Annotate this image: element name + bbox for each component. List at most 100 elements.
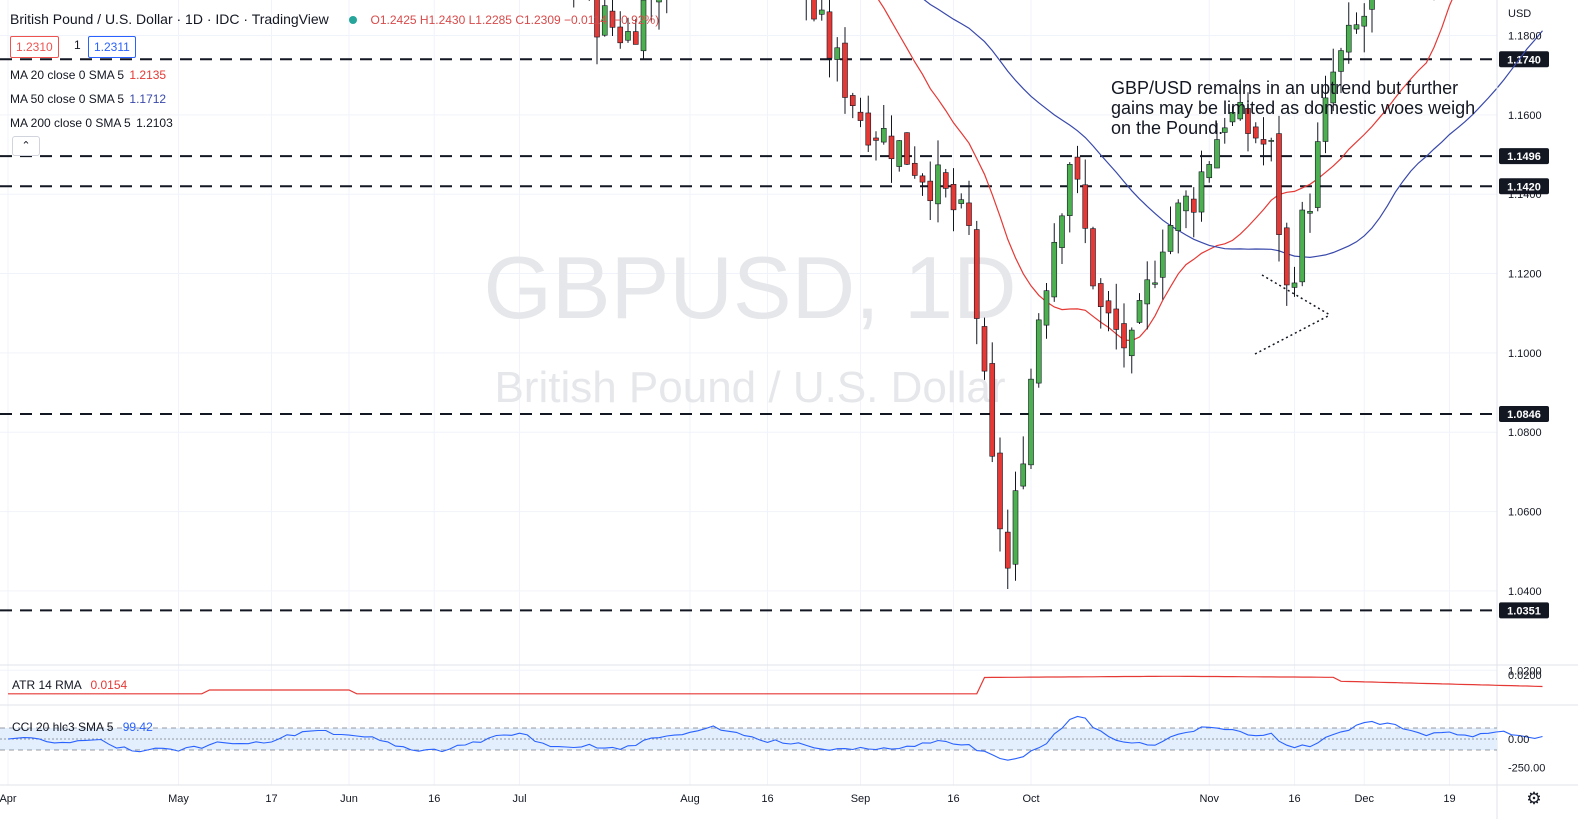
candle-up [1307, 211, 1313, 214]
level-badge [1499, 405, 1549, 422]
candle-up [1043, 290, 1050, 326]
grid [0, 0, 1497, 785]
y-tick-label: 1.1800 [1508, 31, 1542, 43]
cci-value: 99.42 [122, 720, 153, 734]
candle-down [873, 137, 879, 141]
candle-up [935, 164, 941, 205]
x-tick-label: Jul [512, 793, 526, 805]
candles [573, 0, 1435, 589]
x-tick-label: Aug [680, 793, 700, 805]
candle-up [1330, 71, 1337, 104]
candle-up [1144, 279, 1151, 305]
ma200-label: MA 200 close 0 SMA 5 [10, 116, 131, 130]
collapse-legend-icon[interactable]: ⌃ [12, 136, 40, 156]
cci-line [7, 715, 1543, 761]
candle-down [617, 26, 624, 44]
level-label: 1.0351 [1507, 605, 1541, 617]
level-label: 1.1420 [1507, 181, 1541, 193]
buy-button[interactable]: 1.2311 [88, 36, 136, 58]
candle-up [1198, 171, 1205, 213]
ma50-legend[interactable]: MA 50 close 0 SMA 5 1.1712 [10, 92, 166, 106]
candle-up [1167, 225, 1174, 252]
candle-up [1128, 329, 1135, 357]
ma20-label: MA 20 close 0 SMA 5 [10, 68, 125, 82]
x-tick-label: 16 [428, 793, 440, 805]
time-axis[interactable]: Apr May 17 Jun 16 Jul Aug 16 Sep 16 Oct Nov 16 Dec 19 [0, 793, 1456, 805]
level-badge [1499, 178, 1549, 195]
candle-up [896, 140, 903, 167]
x-tick-label: Oct [1022, 793, 1039, 805]
candle-up [1035, 319, 1042, 384]
watermark: GBPUSD, 1D British Pound / U.S. Dollar [483, 238, 1016, 412]
candle-up [1159, 251, 1166, 278]
candle-up [601, 5, 608, 36]
candle-down [911, 162, 918, 176]
candle-up [1175, 202, 1182, 232]
symbol-title[interactable]: British Pound / U.S. Dollar · 1D · IDC ·… [10, 11, 329, 27]
y-tick-label: 1.0200 [1508, 665, 1542, 677]
candle-up [1237, 101, 1244, 120]
candle-up [1353, 24, 1360, 30]
candle-down [857, 111, 864, 121]
candle-up [656, 0, 662, 3]
y-tick-label: 1.0800 [1508, 427, 1542, 439]
candle-up [1299, 209, 1306, 283]
level-label: 1.0846 [1507, 409, 1541, 421]
ma20-value: 1.2135 [129, 68, 167, 82]
candle-up [1361, 15, 1368, 27]
y-tick-label: 1.1600 [1508, 110, 1542, 122]
level-badge [1499, 602, 1549, 619]
atr-legend[interactable]: ATR 14 RMA 0.0154 [12, 678, 127, 692]
candle-down [849, 95, 856, 106]
candle-up [1012, 490, 1019, 565]
x-tick-label: 19 [1443, 793, 1455, 805]
x-tick-label: Nov [1199, 793, 1219, 805]
candle-down [1190, 198, 1197, 213]
candle-down [950, 184, 957, 211]
candle-down [811, 0, 817, 20]
candle-up [1322, 97, 1329, 142]
candle-down [1121, 323, 1127, 349]
candle-down [973, 229, 980, 319]
candle-down [865, 112, 872, 146]
horizontal-levels: 1.26671.22921.17401.14961.14201.08461.03… [0, 51, 1549, 619]
candle-down [826, 11, 833, 59]
gear-icon[interactable]: ⚙ [1526, 789, 1542, 808]
candle-down [842, 42, 848, 98]
level-badge [1499, 148, 1549, 165]
chart-annotation: GBP/USD remains in an uptrend but furthe… [1111, 78, 1476, 138]
candle-up [1369, 0, 1375, 10]
level-badge [1499, 51, 1549, 68]
candle-down [1245, 108, 1251, 134]
candle-up [1291, 282, 1298, 288]
y-tick-label: 1.1200 [1508, 269, 1542, 281]
x-tick-label: Apr [0, 793, 17, 805]
atr-pane [8, 675, 1543, 695]
sell-button[interactable]: 1.2310 [10, 36, 59, 58]
currency-label[interactable]: USD [1508, 8, 1532, 20]
candle-up [1345, 24, 1352, 53]
candle-down [927, 180, 934, 202]
market-status-icon [348, 16, 357, 24]
candle-up [1152, 282, 1158, 285]
ma200-legend[interactable]: MA 200 close 0 SMA 5 1.2103 [10, 116, 173, 130]
x-tick-label: 16 [947, 793, 959, 805]
candle-down [966, 202, 972, 226]
cci-pane [0, 715, 1543, 761]
cci-legend[interactable]: CCI 20 hlc3 SMA 5 99.42 [12, 720, 153, 734]
candle-down [981, 326, 988, 372]
atr-label: ATR 14 RMA [12, 678, 82, 692]
candle-up [1028, 378, 1034, 466]
candle-up [1338, 50, 1344, 72]
ma50-value: 1.1712 [129, 92, 167, 106]
x-tick-label: 16 [1288, 793, 1300, 805]
candle-up [1206, 164, 1213, 179]
price-axis[interactable]: 1.0200 1.0400 1.0600 1.0800 1.1000 1.1200 1.14… [1508, 0, 1542, 678]
y-tick-label: 1.0600 [1508, 507, 1542, 519]
cci-label: CCI 20 hlc3 SMA 5 [12, 720, 114, 734]
candle-down [632, 31, 639, 45]
ma20-legend[interactable]: MA 20 close 0 SMA 5 1.2135 [10, 68, 166, 82]
candle-down [1105, 300, 1112, 314]
atr-line [8, 675, 1543, 695]
